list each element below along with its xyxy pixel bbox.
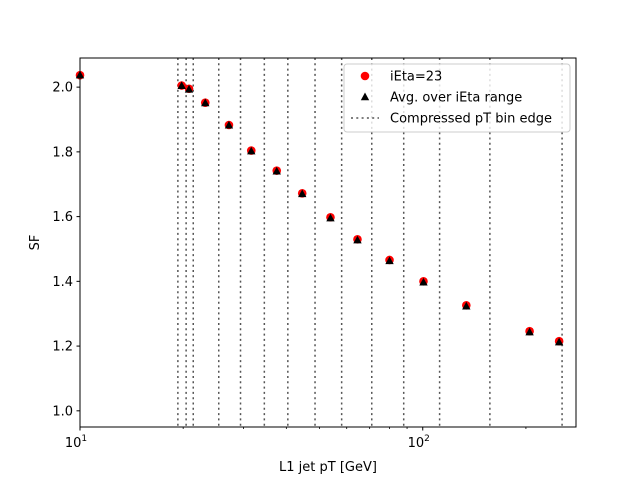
legend-marker-circle <box>360 71 370 81</box>
data-point-triangle <box>224 120 234 129</box>
x-tick-label: 101 <box>65 434 87 451</box>
legend-label: iEta=23 <box>390 70 442 85</box>
legend-label: Avg. over iEta range <box>390 91 522 106</box>
y-tick-label: 1.4 <box>52 275 73 290</box>
y-tick-label: 1.2 <box>52 340 73 355</box>
plot-frame <box>79 57 577 428</box>
data-point-triangle <box>298 189 307 198</box>
data-point-triangle <box>525 327 534 336</box>
y-tick-label: 1.8 <box>52 145 73 160</box>
data-point-triangle <box>272 166 281 175</box>
data-point-triangle <box>326 213 335 222</box>
x-axis-ticks: 101 102 <box>65 427 527 451</box>
y-tick-label: 1.0 <box>52 404 73 419</box>
data-point-triangle <box>353 235 362 244</box>
legend-marker-triangle <box>360 92 370 101</box>
data-point-triangle <box>177 81 186 90</box>
y-tick-label: 1.6 <box>52 210 73 225</box>
bin-edge-lines <box>177 58 563 427</box>
legend-label: Compressed pT bin edge <box>390 112 552 127</box>
legend: iEta=23 Avg. over iEta range Compressed pT… <box>343 63 571 133</box>
data-point-triangle <box>462 301 471 310</box>
y-tick-label: 2.0 <box>52 81 73 96</box>
data-point-triangle <box>554 337 564 346</box>
x-tick-label: 102 <box>408 434 430 451</box>
y-axis-ticks: 1.0 1.2 1.4 1.6 1.8 2.0 <box>52 81 80 419</box>
series-avg-points <box>75 70 564 346</box>
legend-box <box>343 63 571 133</box>
data-point-triangle <box>184 84 194 93</box>
data-point-triangle <box>385 256 394 265</box>
x-axis-label: L1 jet pT [GeV] <box>279 460 377 475</box>
data-point-triangle <box>201 98 210 107</box>
y-axis-label: SF <box>28 235 43 251</box>
data-point-triangle <box>247 146 256 155</box>
data-point-triangle <box>419 277 428 286</box>
